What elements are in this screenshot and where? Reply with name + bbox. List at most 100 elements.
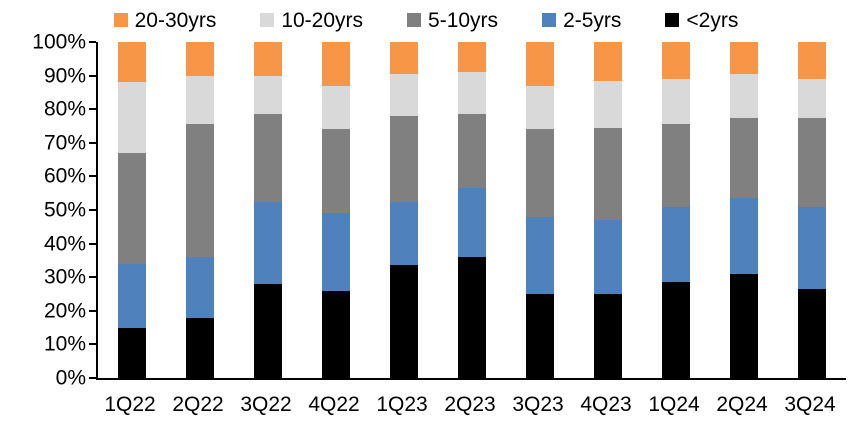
legend-swatch-icon <box>260 13 275 27</box>
x-axis-label-1q22: 1Q22 <box>104 393 156 416</box>
legend-item-5-10yrs: 5-10yrs <box>407 10 498 31</box>
x-axis-label-3q22: 3Q22 <box>240 393 292 416</box>
y-axis-tick <box>89 343 96 346</box>
x-axis-label-4q22: 4Q22 <box>308 393 360 416</box>
legend-swatch-icon <box>665 13 680 27</box>
plot-area <box>89 41 846 380</box>
bar-segment-20-30yrs <box>254 42 282 76</box>
bar-3q23 <box>526 42 554 378</box>
bar-segment-20-30yrs <box>594 42 622 81</box>
bar-segment-10-20yrs <box>798 79 826 118</box>
bar-segment-2-5yrs <box>322 213 350 291</box>
chart-legend: 20-30yrs 10-20yrs 5-10yrs 2-5yrs <2yrs <box>0 6 852 34</box>
y-axis-label: 80% <box>43 97 86 121</box>
y-axis-label: 40% <box>43 232 86 256</box>
y-axis-label: 10% <box>43 332 86 356</box>
y-axis-label: 20% <box>43 299 86 323</box>
bar-segment-20-30yrs <box>526 42 554 86</box>
bar-segment-2-5yrs <box>390 201 418 266</box>
bar-segment-5-10yrs <box>322 129 350 214</box>
bar-segment-5-10yrs <box>594 127 622 221</box>
bar-segment-20-30yrs <box>458 42 486 73</box>
x-axis-label-1q24: 1Q24 <box>648 393 700 416</box>
bar-segment-5-10yrs <box>730 117 758 199</box>
bar-segment--2yrs <box>186 317 214 378</box>
bar-3q22 <box>254 42 282 378</box>
y-axis-tick <box>89 276 96 279</box>
bar-slot-4q23 <box>574 42 642 378</box>
bar-segment-2-5yrs <box>254 201 282 284</box>
bar-segment-20-30yrs <box>186 42 214 76</box>
bar-segment--2yrs <box>254 283 282 378</box>
bar-segment-10-20yrs <box>526 85 554 130</box>
bar-slot-2q23 <box>438 42 506 378</box>
bar-slot-2q22 <box>166 42 234 378</box>
bar-segment--2yrs <box>118 327 146 378</box>
legend-swatch-icon <box>407 13 422 27</box>
bar-segment--2yrs <box>730 273 758 378</box>
y-axis-label: 30% <box>43 265 86 289</box>
bar-segment--2yrs <box>594 294 622 378</box>
y-axis-tick <box>89 377 96 379</box>
bar-segment-2-5yrs <box>526 216 554 294</box>
bar-segment-20-30yrs <box>118 42 146 83</box>
x-axis-label-3q24: 3Q24 <box>784 393 836 416</box>
y-axis-tick <box>89 41 96 43</box>
y-axis-tick <box>89 175 96 178</box>
bar-2q22 <box>186 42 214 378</box>
y-axis-label: 70% <box>43 131 86 155</box>
y-axis-label: 100% <box>32 30 86 54</box>
y-axis-tick <box>89 141 96 144</box>
bar-segment--2yrs <box>458 257 486 378</box>
y-axis-tick <box>89 242 96 245</box>
bar-3q24 <box>798 42 826 378</box>
bar-1q23 <box>390 42 418 378</box>
bar-segment-10-20yrs <box>594 80 622 128</box>
legend-label: <2yrs <box>686 8 739 32</box>
legend-item--2yrs: <2yrs <box>665 10 738 31</box>
bar-segment-10-20yrs <box>118 82 146 153</box>
bar-slot-3q23 <box>506 42 574 378</box>
legend-item-20-30yrs: 20-30yrs <box>113 8 217 32</box>
bar-segment-20-30yrs <box>390 42 418 74</box>
bar-slot-1q22 <box>98 42 166 378</box>
y-axis-tick <box>89 309 96 312</box>
bar-segment-5-10yrs <box>526 129 554 217</box>
bar-segment-10-20yrs <box>662 78 690 125</box>
bar-1q22 <box>118 42 146 378</box>
legend-swatch-icon <box>113 13 128 27</box>
bar-slot-3q22 <box>234 42 302 378</box>
bar-slot-1q23 <box>370 42 438 378</box>
bar-segment-2-5yrs <box>730 198 758 274</box>
x-axis-label-3q23: 3Q23 <box>512 393 564 416</box>
y-axis-tick <box>89 108 96 111</box>
y-axis-tick <box>89 74 96 77</box>
legend-label: 5-10yrs <box>428 8 499 32</box>
bar-slot-3q24 <box>778 42 846 378</box>
bar-segment-10-20yrs <box>730 73 758 118</box>
bar-segment-5-10yrs <box>254 114 282 202</box>
legend-label: 2-5yrs <box>563 8 622 32</box>
bar-segment--2yrs <box>390 265 418 378</box>
bar-segment--2yrs <box>798 288 826 378</box>
bar-segment-20-30yrs <box>322 42 350 86</box>
bar-slot-4q22 <box>302 42 370 378</box>
x-axis-label-1q23: 1Q23 <box>376 393 428 416</box>
bar-segment-20-30yrs <box>730 42 758 74</box>
bar-segment-10-20yrs <box>458 72 486 115</box>
bar-4q22 <box>322 42 350 378</box>
bar-slot-2q24 <box>710 42 778 378</box>
bar-segment-20-30yrs <box>798 42 826 79</box>
bar-segment-5-10yrs <box>662 124 690 207</box>
bar-segment-2-5yrs <box>118 263 146 328</box>
bar-segment--2yrs <box>662 282 690 378</box>
bar-2q23 <box>458 42 486 378</box>
bar-segment-2-5yrs <box>798 206 826 289</box>
bar-segment-5-10yrs <box>798 117 826 207</box>
bar-1q24 <box>662 42 690 378</box>
y-axis-tick <box>89 209 96 211</box>
x-axis-label-2q24: 2Q24 <box>716 393 768 416</box>
bar-segment-10-20yrs <box>254 75 282 115</box>
legend-label: 20-30yrs <box>134 8 217 32</box>
